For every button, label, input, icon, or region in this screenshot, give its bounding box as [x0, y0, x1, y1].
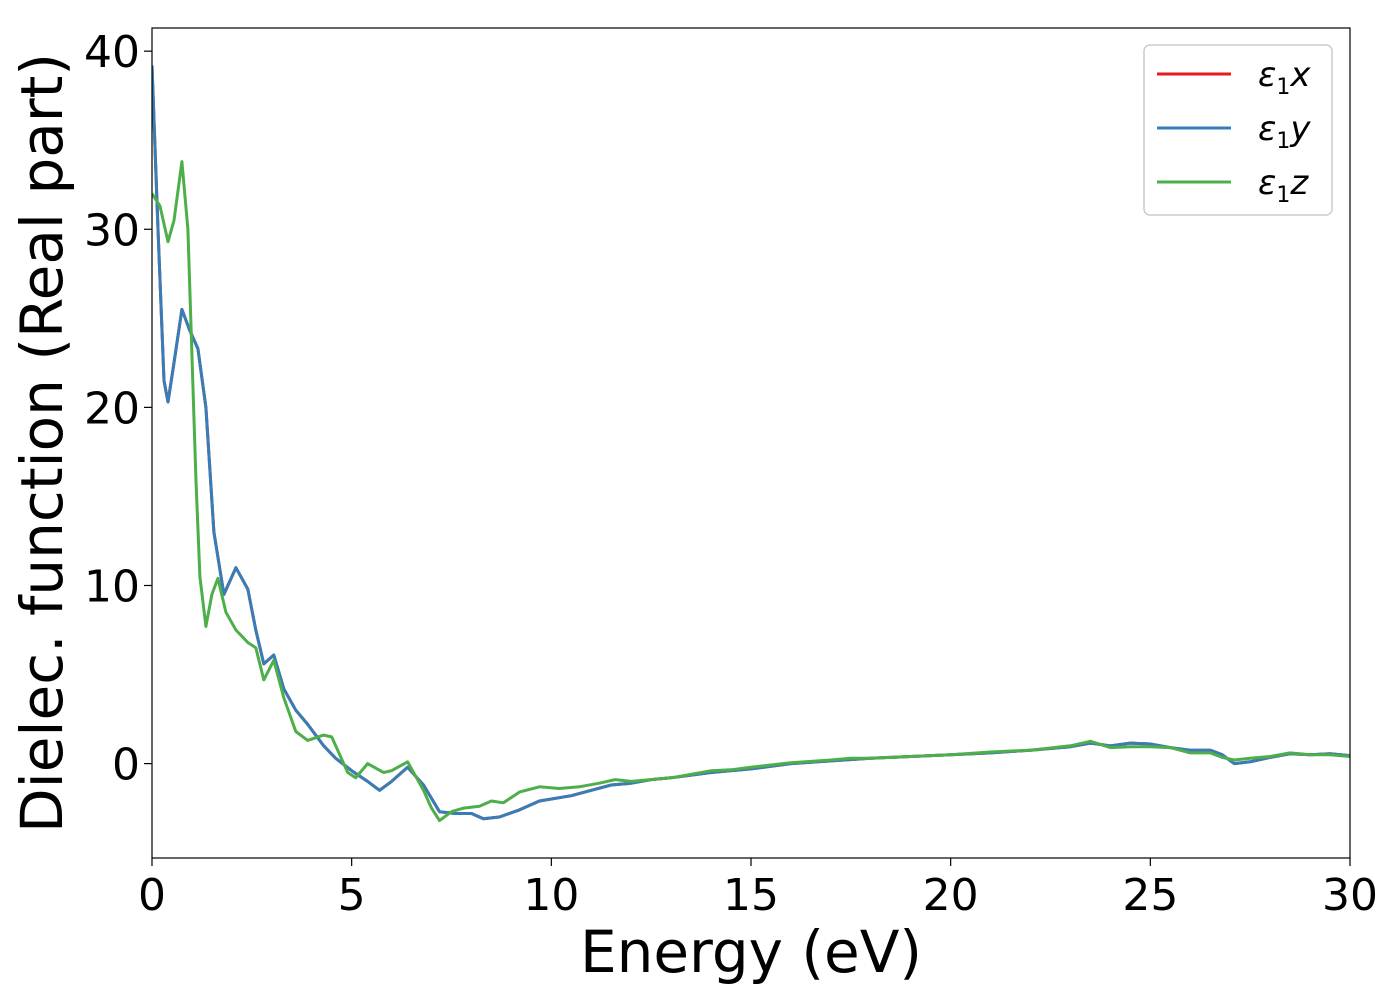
legend-box — [1143, 44, 1333, 216]
x-tick-label: 20 — [923, 870, 979, 921]
y-axis: 0 10 20 30 40 — [84, 27, 152, 791]
plot-lines — [152, 65, 1350, 823]
y-tick-label: 0 — [112, 740, 140, 791]
x-tick-label: 10 — [523, 870, 579, 921]
x-tick-label: 25 — [1122, 870, 1178, 921]
x-tick-label: 0 — [138, 870, 166, 921]
x-axis-label: Energy (eV) — [580, 918, 922, 986]
legend-label: ε1x — [1258, 55, 1311, 100]
legend: ε1x ε1y ε1z — [1143, 44, 1333, 216]
y-tick-label: 30 — [84, 205, 140, 256]
series-line-y — [152, 65, 1350, 821]
x-tick-label: 5 — [338, 870, 366, 921]
legend-label: ε1z — [1258, 163, 1309, 208]
legend-label: ε1y — [1258, 109, 1311, 154]
x-axis: 0 5 10 15 20 25 30 — [138, 858, 1378, 921]
series-line-z — [152, 160, 1350, 823]
y-axis-label: Dielec. function (Real part) — [8, 53, 76, 833]
x-tick-label: 30 — [1322, 870, 1378, 921]
y-tick-label: 40 — [84, 27, 140, 78]
y-tick-label: 20 — [84, 383, 140, 434]
y-tick-label: 10 — [84, 561, 140, 612]
x-tick-label: 15 — [723, 870, 779, 921]
